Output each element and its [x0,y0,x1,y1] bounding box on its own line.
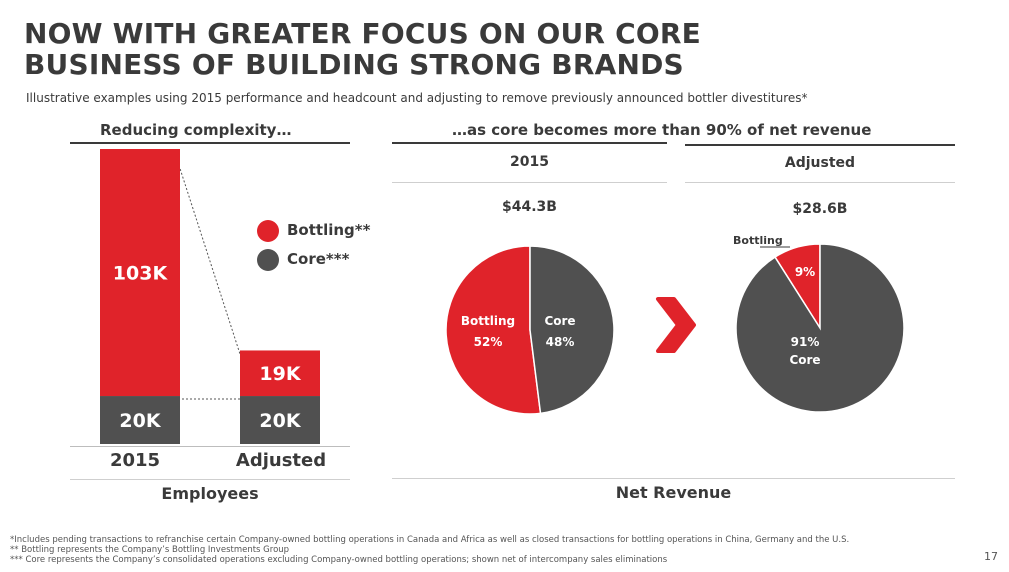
left-header-rule [70,142,350,144]
pie-adjusted-core-name: Core [789,353,820,367]
pie-adjusted-bottling-callout: Bottling [733,234,783,247]
right-section-header: …as core becomes more than 90% of net re… [452,121,872,139]
bar-label-core-2015: 20K [119,410,161,432]
bar-label-bottling-adjusted: 19K [259,363,301,385]
pie-2015-total: $44.3B [502,199,557,215]
footnote-2: ** Bottling represents the Company’s Bot… [10,545,290,555]
legend-core-swatch [257,249,279,271]
connector-top [173,149,241,355]
pie-adjusted-core-pct: 91% [791,335,820,349]
net-revenue-rule [392,478,955,479]
legend-bottling-swatch [257,220,279,242]
callout-line [760,246,790,248]
right-header-rule-1 [392,142,667,144]
pie-2015-slice-bottling [445,245,542,415]
pie-2015-slice-core [529,245,615,415]
bar-bottling-2015 [100,149,180,397]
pie-adjusted-bottling-pct: 9% [795,265,815,279]
pie-adjusted-header: Adjusted [784,155,856,171]
right-header-rule-2 [685,144,955,146]
legend-bottling-label: Bottling** [287,221,371,239]
subtitle: Illustrative examples using 2015 perform… [26,91,808,105]
pie-adjusted-total: $28.6B [792,201,848,217]
pie-2015-header: 2015 [510,154,549,170]
page-number: 17 [984,550,998,563]
chevron-right-icon [656,297,696,353]
bar-label-bottling-2015: 103K [113,263,169,285]
bar-label-core-adjusted: 20K [259,410,301,432]
footnote-3: *** Core represents the Company’s consol… [10,555,668,565]
page-title: NOW WITH GREATER FOCUS ON OUR CORE BUSIN… [24,18,924,80]
pie-2015: Bottling 52% Core 48% [445,245,615,415]
left-section-header: Reducing complexity… [100,121,292,139]
employees-label: Employees [161,484,259,503]
pie-adjusted: 9% 91% Core [735,243,905,413]
footnote-1: *Includes pending transactions to refran… [10,535,850,545]
pie-2015-core-pct: 48% [546,335,575,349]
x-label-2015: 2015 [109,450,161,471]
bar-bottling-adjusted [240,350,320,397]
bar-core-2015 [100,396,180,444]
net-revenue-label: Net Revenue [615,483,732,502]
pie-adjusted-slice-core [735,243,905,413]
bar-core-adjusted [240,396,320,444]
pie-2015-header-rule [392,182,667,183]
legend-core-label: Core*** [287,250,350,268]
title-line-1: NOW WITH GREATER FOCUS ON OUR CORE [24,17,701,50]
pie-2015-core-name: Core [544,314,575,328]
pie-2015-bottling-pct: 52% [474,335,503,349]
title-line-2: BUSINESS OF BUILDING STRONG BRANDS [24,48,684,81]
employees-bar-chart: 20K 103K 20K 19K [100,149,320,444]
bar-axis-line [70,446,350,447]
pie-2015-bottling-name: Bottling [461,314,515,328]
pie-adjusted-header-rule [685,182,955,183]
x-label-adjusted: Adjusted [235,450,327,471]
employees-rule [70,479,350,480]
